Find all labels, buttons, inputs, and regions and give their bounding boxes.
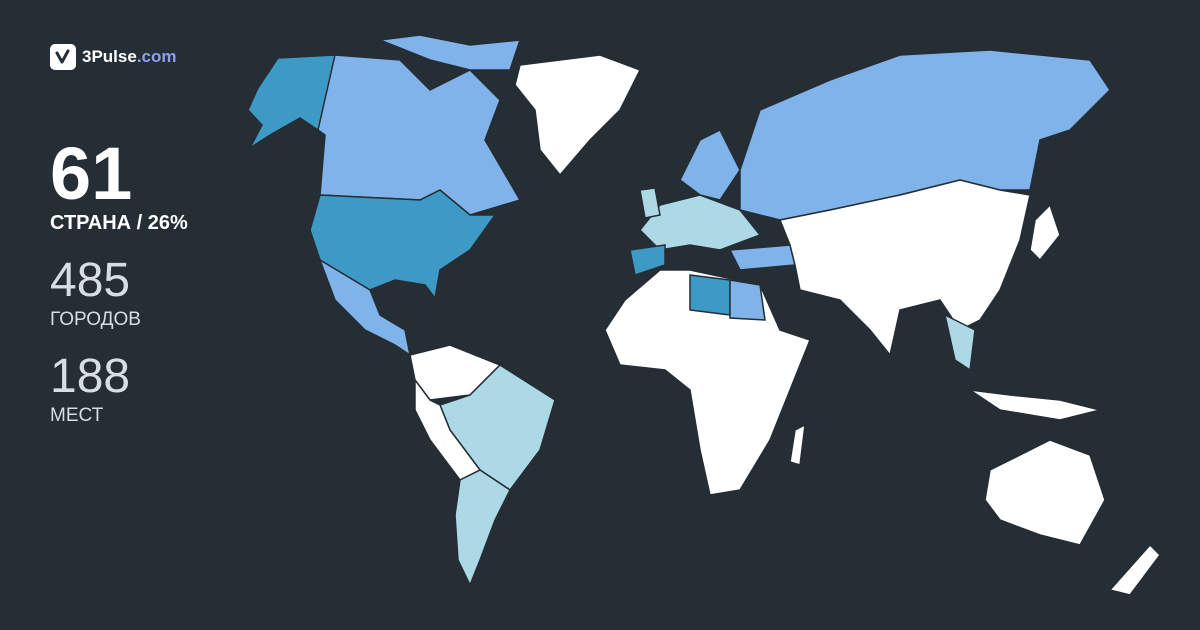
region-greenland[interactable]: [514, 54, 642, 177]
region-southeast-asia[interactable]: [943, 313, 976, 372]
region-spain[interactable]: [629, 244, 666, 276]
region-turkey[interactable]: [728, 244, 796, 271]
places-count: 188: [50, 350, 131, 403]
region-uk[interactable]: [639, 187, 661, 219]
countries-count: 61: [50, 132, 133, 215]
cities-count: 485: [50, 254, 131, 307]
region-western-europe[interactable]: [638, 194, 762, 251]
cities-label: ГОРОДОВ: [50, 309, 141, 330]
region-japan[interactable]: [1029, 203, 1061, 262]
region-canada-islands[interactable]: [379, 34, 522, 71]
region-egypt[interactable]: [729, 279, 766, 321]
places-label: МЕСТ: [50, 405, 104, 426]
checkmark-pulse-icon: [50, 44, 76, 70]
brand-logo[interactable]: 3Pulse.com: [50, 44, 177, 70]
region-africa[interactable]: [604, 269, 811, 496]
region-mexico[interactable]: [318, 258, 412, 357]
countries-label: СТРАНА / 26%: [50, 212, 188, 234]
region-scandinavia[interactable]: [679, 128, 741, 201]
region-madagascar[interactable]: [789, 423, 806, 466]
region-argentina[interactable]: [454, 469, 511, 587]
brand-name: 3Pulse.com: [82, 47, 177, 66]
region-new-zealand[interactable]: [1108, 543, 1161, 596]
region-indonesia[interactable]: [969, 389, 1101, 421]
region-australia[interactable]: [984, 439, 1106, 546]
region-canada[interactable]: [317, 54, 522, 216]
stats-panel: 61 СТРАНА / 26% 485 ГОРОДОВ 188 МЕСТ: [50, 134, 188, 427]
region-libya[interactable]: [689, 274, 731, 316]
